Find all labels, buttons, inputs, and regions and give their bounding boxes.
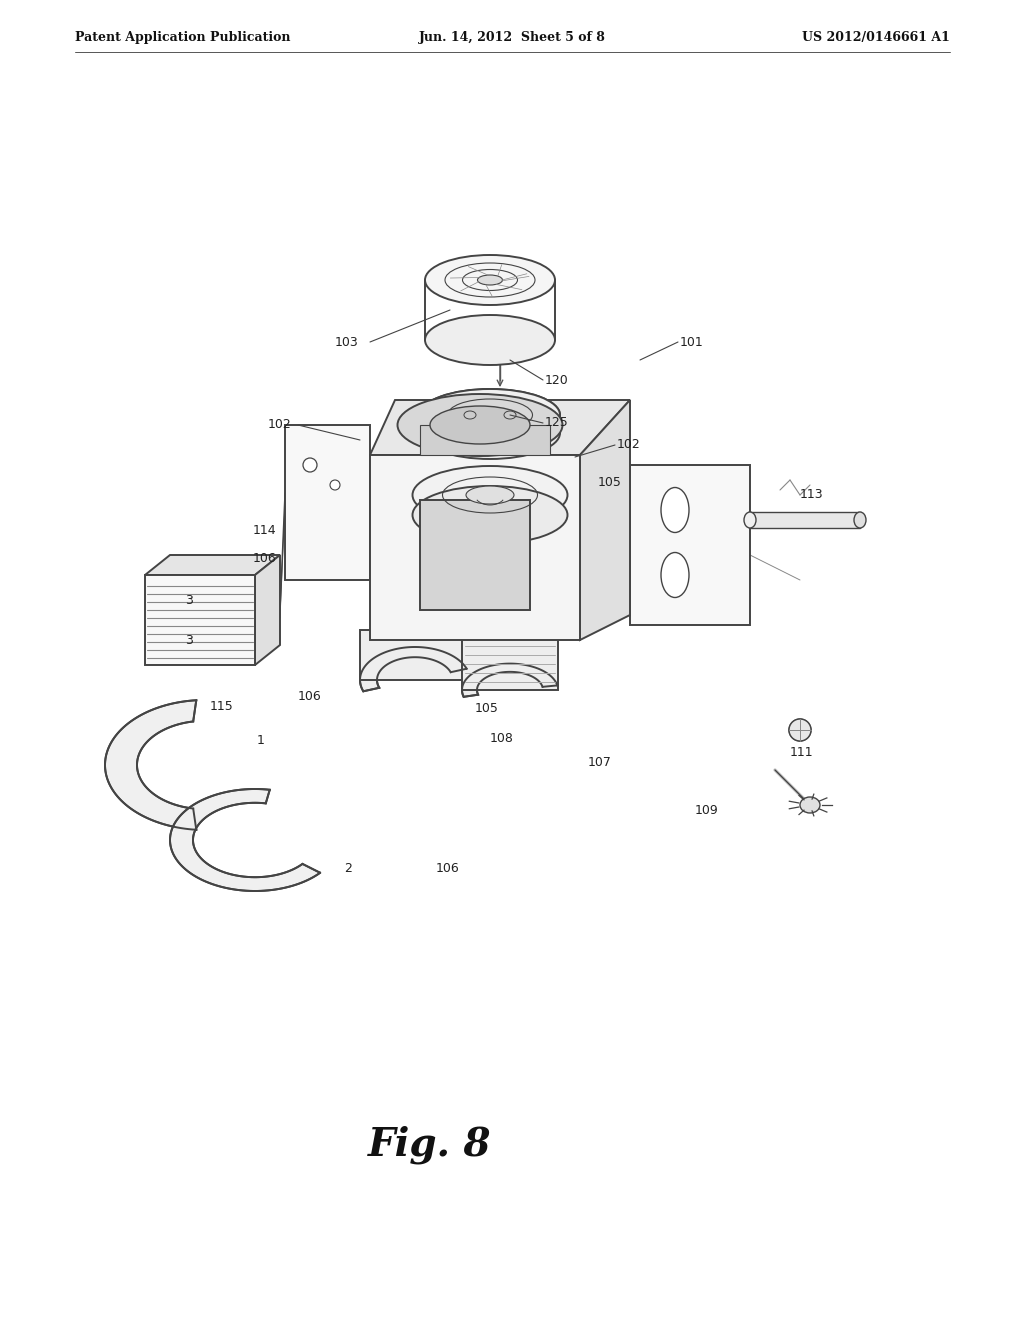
Polygon shape	[630, 465, 750, 624]
Polygon shape	[420, 500, 530, 610]
Ellipse shape	[477, 275, 503, 285]
Polygon shape	[105, 700, 197, 830]
Polygon shape	[420, 425, 550, 455]
Text: 113: 113	[800, 488, 823, 502]
Text: 115: 115	[210, 701, 233, 714]
Text: 106: 106	[298, 689, 322, 702]
Ellipse shape	[744, 512, 756, 528]
Ellipse shape	[464, 411, 476, 418]
Polygon shape	[145, 554, 280, 576]
Text: 114: 114	[253, 524, 276, 536]
Ellipse shape	[662, 553, 689, 598]
Text: 107: 107	[588, 755, 612, 768]
Polygon shape	[750, 512, 860, 528]
Text: 120: 120	[545, 374, 568, 387]
Text: 102: 102	[268, 418, 292, 432]
Text: 102: 102	[617, 438, 641, 451]
Ellipse shape	[420, 407, 560, 459]
Ellipse shape	[800, 797, 820, 813]
Text: 103: 103	[335, 335, 358, 348]
Text: 106: 106	[253, 552, 276, 565]
Text: 125: 125	[545, 417, 568, 429]
Ellipse shape	[662, 487, 689, 532]
Polygon shape	[255, 554, 280, 665]
Text: US 2012/0146661 A1: US 2012/0146661 A1	[802, 30, 950, 44]
Text: 108: 108	[490, 731, 514, 744]
Text: 3: 3	[185, 594, 193, 606]
Ellipse shape	[420, 389, 560, 441]
Text: 109: 109	[695, 804, 719, 817]
Polygon shape	[370, 455, 580, 640]
Text: Patent Application Publication: Patent Application Publication	[75, 30, 291, 44]
Text: 105: 105	[598, 477, 622, 490]
Ellipse shape	[397, 393, 562, 455]
Ellipse shape	[425, 255, 555, 305]
Text: 3: 3	[185, 634, 193, 647]
Text: 101: 101	[680, 335, 703, 348]
Ellipse shape	[854, 512, 866, 528]
Polygon shape	[360, 647, 467, 692]
Ellipse shape	[790, 719, 811, 741]
Text: Jun. 14, 2012  Sheet 5 of 8: Jun. 14, 2012 Sheet 5 of 8	[419, 30, 605, 44]
Text: 105: 105	[475, 701, 499, 714]
Text: Fig. 8: Fig. 8	[369, 1126, 492, 1164]
Polygon shape	[360, 630, 470, 680]
Polygon shape	[462, 664, 557, 697]
Ellipse shape	[430, 407, 530, 444]
Text: 106: 106	[436, 862, 460, 874]
Text: 2: 2	[344, 862, 352, 874]
Polygon shape	[462, 635, 558, 690]
Polygon shape	[370, 400, 630, 455]
Ellipse shape	[330, 480, 340, 490]
Text: 1: 1	[257, 734, 265, 747]
Ellipse shape	[425, 315, 555, 366]
Ellipse shape	[413, 466, 567, 524]
Polygon shape	[580, 400, 630, 640]
Ellipse shape	[413, 486, 567, 544]
Polygon shape	[170, 789, 321, 891]
Ellipse shape	[420, 389, 560, 441]
Polygon shape	[285, 425, 370, 579]
Ellipse shape	[303, 458, 317, 473]
Text: 111: 111	[790, 746, 814, 759]
Ellipse shape	[470, 408, 510, 422]
Ellipse shape	[504, 411, 516, 418]
Ellipse shape	[466, 486, 514, 504]
Polygon shape	[145, 576, 255, 665]
Ellipse shape	[790, 719, 811, 741]
